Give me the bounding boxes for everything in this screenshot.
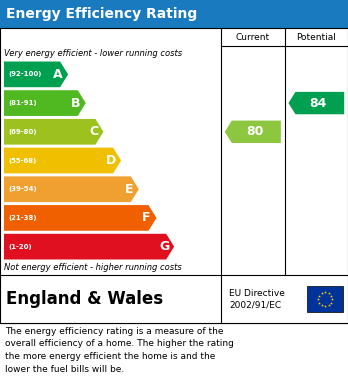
Text: The energy efficiency rating is a measure of the
overall efficiency of a home. T: The energy efficiency rating is a measur…	[5, 327, 234, 373]
Text: (55-68): (55-68)	[8, 158, 36, 163]
Text: Not energy efficient - higher running costs: Not energy efficient - higher running co…	[4, 264, 182, 273]
Text: E: E	[125, 183, 133, 196]
Polygon shape	[225, 120, 281, 143]
Text: 84: 84	[310, 97, 327, 109]
Text: A: A	[53, 68, 63, 81]
Text: (81-91): (81-91)	[8, 100, 37, 106]
Text: Current: Current	[236, 32, 270, 41]
Text: G: G	[159, 240, 169, 253]
Text: Very energy efficient - lower running costs: Very energy efficient - lower running co…	[4, 48, 182, 57]
Bar	[0, 275, 348, 323]
Polygon shape	[4, 234, 174, 260]
Text: (69-80): (69-80)	[8, 129, 37, 135]
Text: Potential: Potential	[296, 32, 336, 41]
Text: (21-38): (21-38)	[8, 215, 37, 221]
Polygon shape	[4, 61, 68, 87]
Text: Energy Efficiency Rating: Energy Efficiency Rating	[6, 7, 197, 21]
Text: C: C	[89, 125, 98, 138]
Text: EU Directive
2002/91/EC: EU Directive 2002/91/EC	[229, 289, 285, 309]
Polygon shape	[4, 176, 139, 202]
Text: (1-20): (1-20)	[8, 244, 32, 249]
Text: England & Wales: England & Wales	[6, 290, 163, 308]
Text: B: B	[71, 97, 80, 109]
Polygon shape	[4, 119, 103, 145]
Text: D: D	[106, 154, 116, 167]
Polygon shape	[288, 92, 344, 114]
Bar	[0, 0, 348, 28]
Text: (39-54): (39-54)	[8, 186, 37, 192]
Polygon shape	[4, 205, 157, 231]
Polygon shape	[4, 148, 121, 173]
Text: F: F	[142, 212, 151, 224]
Text: 80: 80	[246, 125, 263, 138]
Text: (92-100): (92-100)	[8, 71, 41, 77]
Bar	[0, 28, 348, 323]
Polygon shape	[4, 90, 86, 116]
Bar	[307, 286, 343, 312]
